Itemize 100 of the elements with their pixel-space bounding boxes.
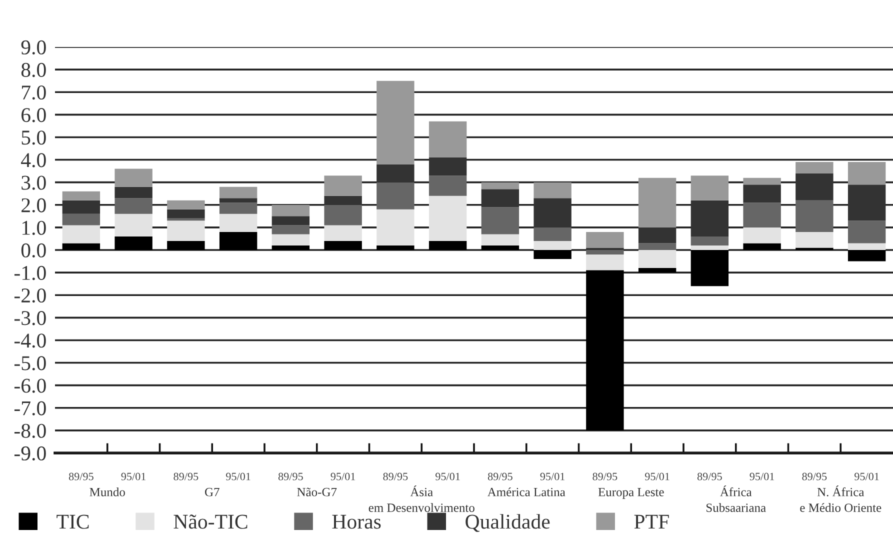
bar [534, 250, 572, 260]
bar [848, 250, 886, 262]
y-tick-label: -8.0 [14, 424, 46, 438]
bar [534, 182, 572, 198]
bar [534, 240, 572, 250]
bar [62, 214, 100, 226]
bar [743, 178, 781, 185]
bar [324, 196, 362, 205]
bar [324, 204, 362, 226]
bar [219, 198, 258, 203]
text: Mundo [90, 488, 125, 496]
bar [481, 182, 520, 190]
bar [219, 186, 258, 198]
bar [62, 243, 100, 250]
bar [428, 158, 467, 176]
bar [272, 204, 310, 216]
y-tick-label: 2.0 [22, 198, 46, 212]
bar [481, 189, 520, 208]
x-tick-label: 89/95 [174, 472, 198, 480]
bar [796, 173, 834, 200]
bar [638, 243, 676, 250]
bar [481, 234, 520, 246]
bar [62, 200, 100, 214]
x-tick-label: 89/95 [68, 472, 94, 480]
bar [534, 227, 572, 241]
x-tick-label: 95/01 [540, 472, 565, 480]
bar [167, 240, 205, 250]
bar [586, 232, 624, 248]
y-tick-label: 0.0 [21, 243, 46, 258]
bar [324, 240, 362, 250]
bar [428, 196, 467, 241]
bar [690, 250, 729, 286]
bar [690, 200, 729, 236]
x-tick-label: 95/01 [436, 472, 460, 480]
bar [428, 176, 467, 196]
bar [167, 220, 205, 241]
bar [376, 209, 414, 246]
bar [62, 225, 100, 244]
y-tick-label: -9.0 [14, 446, 46, 461]
bar [481, 245, 520, 250]
bar [743, 227, 781, 244]
x-tick-label: 95/01 [330, 472, 356, 480]
y-tick-label: -1.0 [14, 266, 46, 280]
text: Não-G7 [297, 488, 337, 496]
y-tick-label: -5.0 [14, 356, 46, 370]
x-tick-label: 89/95 [802, 472, 827, 480]
y-tick-label: -2.0 [14, 288, 46, 303]
bar [848, 162, 886, 185]
bar [638, 178, 676, 228]
x-tick-label: 89/95 [488, 472, 512, 480]
bar [219, 214, 258, 232]
y-tick-label: -6.0 [14, 378, 46, 393]
bar [376, 80, 414, 164]
y-tick-label: 6.0 [22, 108, 46, 122]
bar [796, 232, 834, 248]
y-tick-label: 8.0 [21, 62, 46, 78]
x-tick-label: 95/01 [750, 472, 774, 480]
legend-label: Não-TIC [174, 514, 248, 529]
bar [272, 225, 310, 234]
y-tick-label: -3.0 [14, 311, 46, 326]
bar [796, 162, 834, 174]
bar [114, 198, 152, 214]
bar [376, 245, 414, 250]
bar [376, 182, 414, 210]
bar [848, 184, 886, 221]
bar [481, 207, 520, 234]
x-tick-label: 89/95 [592, 472, 618, 480]
bar [272, 245, 310, 250]
y-tick-label: 9.0 [21, 40, 46, 55]
bar [324, 225, 362, 241]
bar [114, 168, 152, 187]
bar [272, 216, 310, 226]
bar [690, 245, 729, 250]
text: América Latina [487, 487, 566, 496]
bar [324, 176, 362, 196]
y-tick-label: -7.0 [14, 401, 46, 416]
y-tick-label: 3.0 [22, 176, 46, 190]
bar [428, 240, 467, 250]
text: Ásia em Desenvolvimento [368, 485, 474, 512]
x-tick-label: 95/01 [121, 472, 146, 480]
bar [114, 186, 152, 198]
x-tick-label: 89/95 [697, 472, 722, 480]
legend-label: Horas [332, 514, 381, 529]
bar [690, 176, 729, 200]
bar [272, 234, 310, 246]
bar [167, 200, 205, 210]
y-tick-label: 4.0 [21, 153, 46, 168]
bar [62, 191, 100, 200]
bar [743, 184, 781, 203]
text: G7 [205, 488, 220, 496]
bar [167, 209, 205, 218]
x-tick-label: 95/01 [645, 472, 670, 480]
x-tick-label: 89/95 [383, 472, 408, 480]
bar [534, 198, 572, 228]
text: África Subsaariana [706, 485, 766, 512]
bar [743, 202, 781, 228]
legend-label: TIC [56, 514, 89, 529]
bar [114, 236, 152, 250]
bar [219, 232, 258, 250]
y-tick-label: -4.0 [14, 334, 46, 348]
